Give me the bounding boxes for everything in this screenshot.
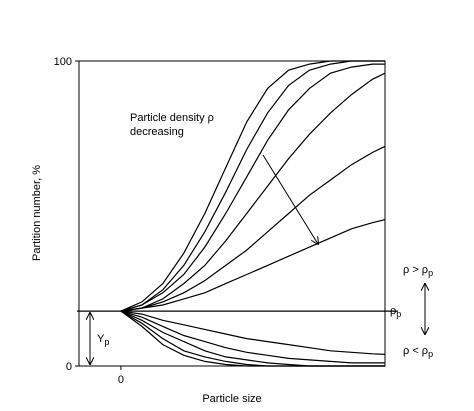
curve xyxy=(120,60,385,312)
curve xyxy=(120,63,385,312)
curve xyxy=(120,219,386,312)
x-axis-label: Particle size xyxy=(202,393,261,405)
offset-label-main: Y xyxy=(97,333,105,345)
curve xyxy=(120,60,385,312)
y-tick-label: 100 xyxy=(54,56,72,68)
curve xyxy=(120,310,386,355)
ref-label-above-sub: p xyxy=(428,268,433,278)
ref-label-at-sub: p xyxy=(396,309,401,319)
curve xyxy=(120,310,385,364)
annotation: decreasing xyxy=(130,126,184,138)
ref-label-below: ρ < ρp xyxy=(403,345,433,359)
offset-label: Yp xyxy=(97,333,109,347)
ref-label-below-sub: p xyxy=(428,349,433,359)
ref-label-above-main: ρ > ρ xyxy=(403,264,428,276)
curve xyxy=(120,72,386,312)
plot-frame xyxy=(78,60,386,367)
ref-label-at-main: ρ xyxy=(390,305,396,317)
ref-label-above: ρ > ρp xyxy=(403,264,433,278)
ref-label-below-main: ρ < ρ xyxy=(403,345,428,357)
ref-label-at: ρp xyxy=(390,305,401,319)
y-tick-label: 0 xyxy=(66,361,72,373)
curve xyxy=(120,145,386,312)
annotation-arrow xyxy=(262,154,318,244)
offset-label-sub: p xyxy=(104,337,109,347)
annotation: Particle density ρ xyxy=(130,112,214,124)
curve xyxy=(120,310,385,367)
y-axis-label: Partition number, % xyxy=(31,165,43,261)
x-tick-label: 0 xyxy=(118,374,124,386)
